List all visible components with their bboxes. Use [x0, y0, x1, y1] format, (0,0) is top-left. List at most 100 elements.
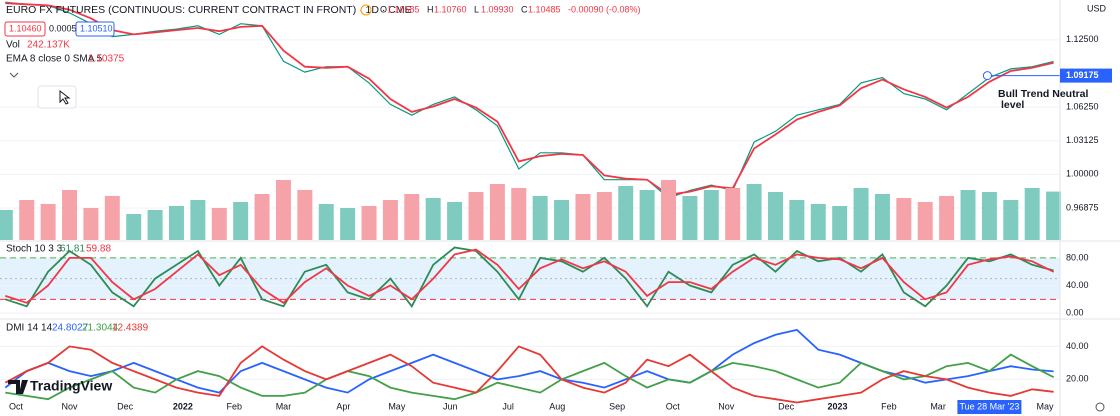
volume-bar [425, 198, 441, 240]
volume-bar [233, 202, 249, 240]
volume-bar [703, 190, 719, 240]
x-tick-label: Aug [549, 401, 565, 411]
y-tick-label: 0.96875 [1066, 202, 1099, 212]
dmi-value: 12.4389 [112, 323, 149, 334]
settings-icon[interactable] [1095, 402, 1105, 412]
volume-bar [960, 190, 976, 240]
y-tick-label: 1.06250 [1066, 101, 1099, 111]
volume-legend-value: 242.137K [27, 40, 70, 51]
spread: 0.00050 [49, 23, 82, 33]
volume-bar [254, 194, 270, 240]
volume-bar [147, 210, 163, 240]
volume-bar [810, 204, 826, 240]
branding: TradingView [30, 378, 112, 394]
dmi-value: 21.3044 [82, 323, 119, 334]
y-tick-label: 1.00000 [1066, 169, 1099, 179]
quote-label: O [380, 4, 387, 14]
buy-price: 1.10510 [80, 23, 113, 33]
quote-value: 1.10485 [528, 4, 561, 14]
price-label: 1.09175 [1066, 70, 1099, 80]
x-tick-label: Mar [930, 401, 946, 411]
y-tick-label: 20.00 [1066, 374, 1089, 384]
x-tick-label: 2022 [173, 401, 193, 411]
volume-legend: Vol [6, 40, 20, 51]
volume-bar [939, 196, 955, 240]
dmi-title: DMI 14 14 [6, 323, 53, 334]
volume-bar [489, 184, 505, 240]
quote-value: 1.09930 [481, 4, 514, 14]
quote-value: 1.10585 [387, 4, 420, 14]
currency: USD [1087, 3, 1107, 13]
price-label-box [1060, 68, 1112, 83]
toolbar [37, 85, 77, 109]
x-tick-label: Feb [226, 401, 242, 411]
volume-bar [62, 190, 78, 240]
symbol-title: EURO FX FUTURES (CONTINUOUS: CURRENT CON… [6, 4, 412, 16]
volume-bar [404, 194, 420, 240]
y-tick-label: 80.00 [1066, 252, 1089, 262]
stoch-title: Stoch 10 3 3 [6, 244, 63, 255]
volume-bar [853, 188, 869, 240]
x-tick-label: Jun [443, 401, 458, 411]
volume-bar [575, 194, 591, 240]
x-tick-label: May [1037, 401, 1055, 411]
volume-bar [661, 180, 677, 240]
annotation: level [1001, 99, 1024, 111]
indicator-line [5, 248, 1054, 304]
indicator-line [4, 345, 1054, 404]
status-icon [360, 4, 372, 16]
volume-bar [1024, 188, 1040, 240]
volume-bar [382, 200, 398, 240]
volume-bar [682, 196, 698, 240]
x-tick-label: Oct [9, 401, 24, 411]
volume-bar [297, 190, 313, 240]
x-tick-label: 2023 [828, 401, 848, 411]
volume-bar [169, 206, 184, 240]
x-tick-label: Apr [336, 401, 350, 411]
volume-bar [832, 206, 848, 240]
volume-bar [40, 204, 56, 240]
volume-bar [596, 192, 612, 240]
volume-bar [896, 198, 912, 240]
y-tick-label: 40.00 [1066, 280, 1089, 290]
x-tick-label: Oct [666, 401, 681, 411]
volume-bar [554, 200, 570, 240]
collapse-icon[interactable] [9, 72, 19, 78]
x-tick-label: Nov [62, 401, 79, 411]
ma-legend: EMA 8 close 0 SMA 5 [6, 54, 103, 65]
volume-bar [1046, 191, 1062, 240]
y-tick-label: 1.03125 [1066, 135, 1099, 145]
volume-bar [511, 188, 527, 240]
buy-button[interactable] [75, 21, 115, 37]
volume-bar [340, 208, 356, 240]
x-tick-label: Feb [881, 401, 897, 411]
volume-bar [468, 192, 484, 240]
crosshair-label: Tue 28 Mar '23 [959, 401, 1019, 411]
volume-bar [981, 192, 997, 240]
sell-button[interactable] [4, 21, 46, 37]
volume-bar [789, 200, 805, 240]
volume-bar [83, 208, 99, 240]
y-tick-label: 1.12500 [1066, 34, 1099, 44]
volume-bar [639, 190, 655, 240]
crosshair-label-box [957, 400, 1022, 414]
volume-bar [190, 200, 206, 240]
volume-bar [126, 214, 142, 240]
x-tick-label: Jul [502, 401, 514, 411]
dmi-value: 24.8027 [52, 323, 89, 334]
annotation: Bull Trend Neutral [998, 88, 1089, 100]
volume-bar [104, 196, 120, 240]
indicator-line [5, 353, 1055, 401]
y-tick-label: 0.00 [1066, 308, 1084, 318]
quote-label: C [521, 4, 528, 14]
quote-change: -0.00090 (-0.08%) [568, 4, 641, 14]
cursor-tool[interactable] [59, 89, 71, 105]
alert-marker [982, 71, 992, 81]
logo [8, 380, 28, 394]
volume-bar [447, 202, 463, 240]
stoch-d-value: 59.88 [86, 244, 111, 255]
volume-bar [361, 206, 377, 240]
price-line [5, 1, 1054, 199]
volume-bar [318, 204, 334, 240]
